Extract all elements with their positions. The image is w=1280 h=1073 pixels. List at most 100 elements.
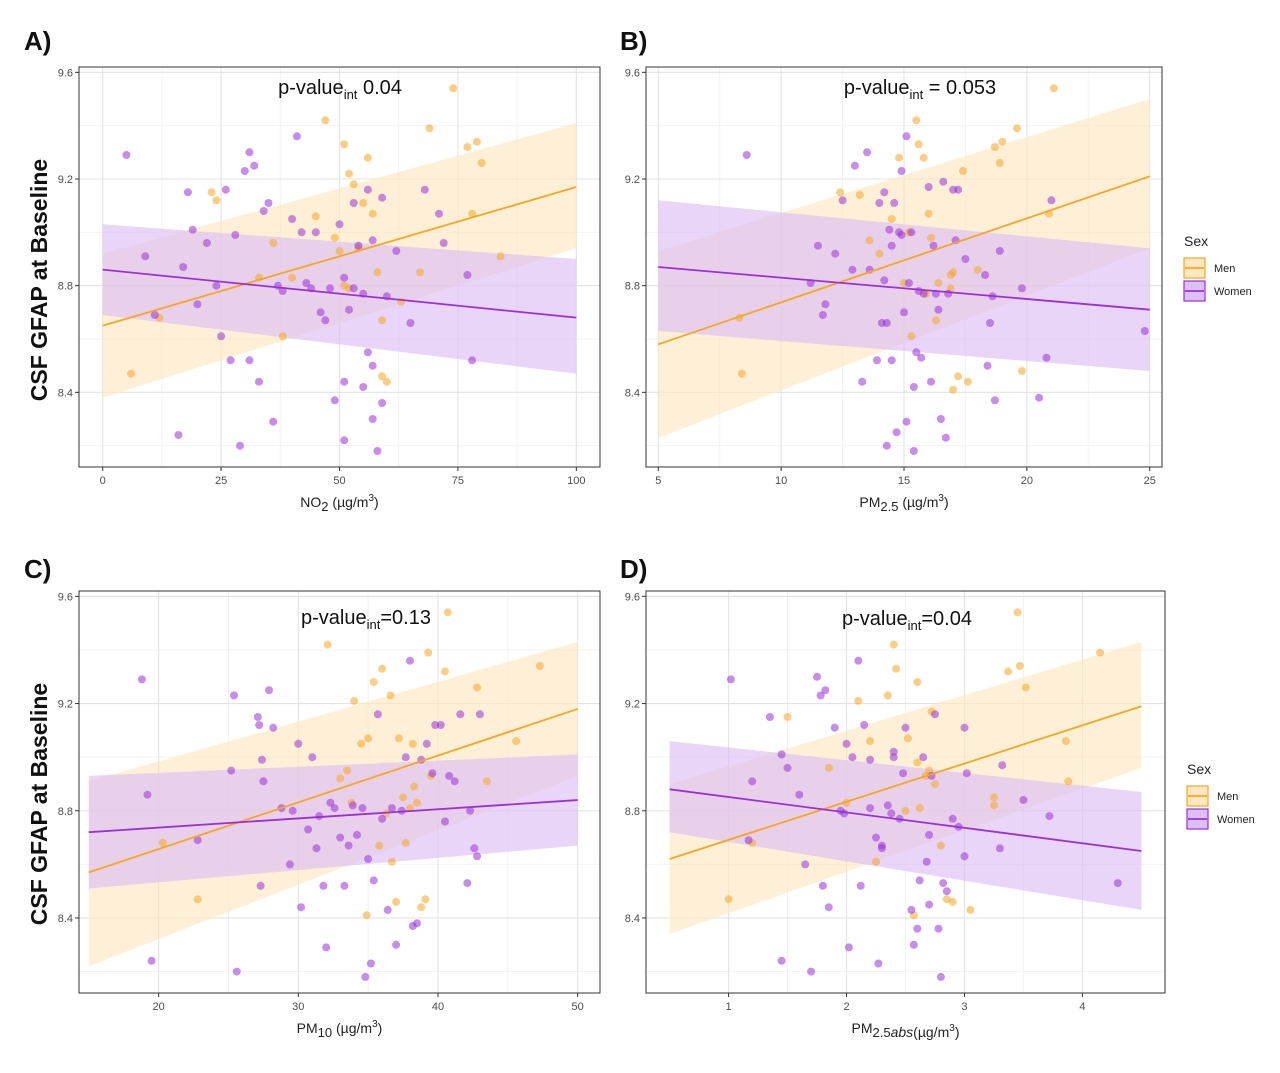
chart-3-point-men-15	[915, 804, 924, 813]
chart-0-point-men-15	[359, 199, 368, 207]
chart-2-point-women-9	[256, 881, 265, 890]
chart-2-point-women-57	[466, 806, 475, 815]
chart-2-point-women-58	[470, 844, 479, 853]
chart-0-point-men-18	[373, 268, 382, 277]
chart-0-point-women-44	[359, 383, 368, 391]
chart-0-point-women-56	[420, 185, 429, 194]
chart-1-point-women-45	[941, 433, 950, 442]
chart-2-point-men-22	[413, 798, 421, 807]
legend-top: Sex Men Women	[1183, 233, 1252, 302]
chart-2-x-axis-label-end: )	[378, 1020, 383, 1036]
chart-2-point-men-9	[364, 734, 373, 743]
chart-0-y-tick-label-1: 8.8	[58, 281, 73, 293]
chart-3-p-value-main: p-value	[842, 608, 908, 630]
chart-3-point-men-19	[936, 841, 945, 850]
chart-2-point-women-59	[473, 852, 482, 861]
chart-0-point-women-50	[373, 447, 382, 455]
chart-3-point-women-7	[801, 860, 810, 869]
chart-2-point-men-7	[357, 739, 366, 748]
chart-3-point-women-45	[948, 814, 957, 823]
chart-0-point-men-5	[269, 239, 278, 247]
chart-3-point-women-42	[936, 972, 945, 981]
chart-2-point-women-3	[193, 836, 202, 845]
chart-2-point-men-16	[392, 897, 401, 906]
chart-3-point-women-20	[854, 656, 863, 665]
chart-1-p-value-sub: int	[910, 87, 924, 102]
chart-3-point-women-18	[844, 943, 853, 952]
chart-3-x-axis-label-abs: abs	[891, 1024, 914, 1040]
chart-3-point-men-3	[824, 763, 833, 772]
chart-1-point-women-19	[885, 225, 894, 234]
chart-2-point-women-30	[348, 801, 357, 810]
chart-0-point-men-29	[477, 159, 486, 167]
chart-2-panel-letter: C)	[24, 554, 51, 584]
chart-0-point-men-25	[449, 84, 458, 93]
chart-2-point-women-52	[441, 817, 449, 826]
chart-0-point-women-1	[141, 252, 150, 261]
chart-3-point-men-0	[724, 895, 733, 904]
chart-1-p-value-rest: = 0.053	[923, 77, 996, 99]
chart-3-point-men-22	[966, 905, 975, 914]
chart-3-point-women-44	[942, 887, 951, 896]
chart-3-point-women-10	[816, 691, 825, 700]
chart-2-p-value-sub: int	[367, 617, 381, 632]
chart-2-point-women-44	[406, 656, 414, 665]
y-axis-label-bottom: CSF GFAP at Baseline	[26, 683, 52, 925]
chart-0-x-tick-label-4: 100	[567, 475, 585, 487]
chart-1-point-men-27	[998, 137, 1007, 146]
chart-1-point-men-2	[836, 188, 845, 197]
chart-2-point-women-13	[269, 723, 278, 732]
chart-1-point-women-15	[880, 276, 889, 285]
chart-0-point-women-52	[378, 193, 387, 202]
chart-2-point-women-26	[330, 804, 339, 813]
chart-3-x-axis-label-unit: (µg/m	[913, 1024, 949, 1040]
chart-1-point-women-53	[986, 319, 994, 327]
chart-0-point-women-13	[231, 231, 240, 239]
chart-1-point-men-6	[887, 215, 896, 223]
chart-1-point-women-60	[1047, 196, 1056, 205]
chart-0-x-tick-label-3: 75	[452, 475, 464, 487]
chart-3-point-women-40	[931, 710, 939, 719]
chart-2-point-women-50	[431, 721, 440, 729]
chart-0-y-tick-label-3: 9.6	[58, 67, 73, 79]
chart-1-point-men-13	[919, 153, 928, 162]
chart-3-point-women-1	[744, 836, 753, 845]
chart-2-point-men-12	[378, 664, 387, 673]
chart-0-point-women-0	[122, 151, 131, 159]
chart-3-point-women-41	[934, 924, 943, 933]
chart-1-point-men-5	[875, 249, 884, 258]
chart-2-x-axis-label-unit: (µg/m	[332, 1020, 372, 1036]
panel-b: B) 5 10 15 20 25 8.4 8.8 9.2 9.6 PM2.5 (µg/m3) p-va…	[620, 26, 1163, 514]
chart-3-point-men-7	[872, 857, 880, 866]
chart-1-point-women-40	[929, 241, 938, 250]
chart-3-panel-border	[645, 590, 1166, 994]
chart-1-point-women-38	[924, 183, 933, 191]
chart-1-panel-letter: B)	[620, 26, 647, 56]
chart-3-point-women-28	[887, 809, 896, 818]
chart-0-point-women-60	[468, 356, 477, 365]
chart-1-point-men-16	[931, 316, 940, 325]
chart-2-point-women-56	[463, 879, 472, 888]
chart-3-point-women-51	[1019, 796, 1028, 804]
chart-1-p-value-annotation: p-valueint = 0.053	[844, 77, 996, 102]
chart-0-point-women-47	[368, 361, 377, 370]
chart-3-point-women-12	[821, 686, 830, 695]
chart-2-point-women-37	[373, 710, 382, 719]
chart-0-y-tick-label-2: 9.2	[58, 174, 73, 186]
chart-0-point-women-2	[150, 311, 159, 319]
chart-2-point-women-40	[387, 804, 396, 813]
chart-0-point-men-11	[349, 180, 358, 189]
chart-3-point-women-37	[922, 857, 931, 866]
chart-0-point-women-10	[217, 332, 226, 341]
chart-1-point-women-17	[882, 441, 891, 450]
chart-3-point-women-35	[915, 876, 924, 885]
chart-0-point-women-38	[340, 436, 349, 445]
chart-0-point-women-22	[269, 417, 278, 426]
chart-2-p-value-rest: =0.13	[380, 607, 431, 629]
legend-bottom-title: Sex	[1187, 761, 1211, 777]
chart-1-point-women-29	[902, 132, 911, 141]
chart-3-point-men-24	[1004, 667, 1013, 676]
chart-0-point-women-15	[240, 167, 249, 175]
chart-1-point-men-25	[990, 143, 999, 151]
chart-0-point-women-36	[340, 273, 349, 282]
